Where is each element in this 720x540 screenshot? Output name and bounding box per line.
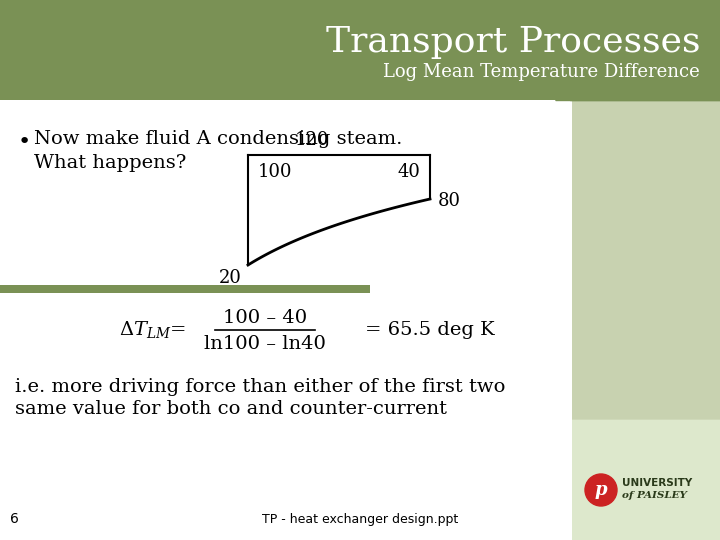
Text: •: •	[18, 132, 31, 152]
Text: Log Mean Temperature Difference: Log Mean Temperature Difference	[383, 63, 700, 81]
Text: Now make fluid A condensing steam.: Now make fluid A condensing steam.	[34, 130, 402, 148]
FancyBboxPatch shape	[0, 100, 572, 540]
Text: of PAISLEY: of PAISLEY	[622, 491, 687, 501]
FancyBboxPatch shape	[0, 285, 370, 293]
Circle shape	[585, 474, 617, 506]
Text: 20: 20	[219, 269, 242, 287]
Text: TP - heat exchanger design.ppt: TP - heat exchanger design.ppt	[262, 513, 458, 526]
Text: 40: 40	[397, 163, 420, 181]
Text: p: p	[595, 481, 607, 499]
Text: 80: 80	[438, 192, 461, 210]
FancyBboxPatch shape	[0, 0, 720, 100]
Text: What happens?: What happens?	[34, 154, 186, 172]
Text: i.e. more driving force than either of the first two: i.e. more driving force than either of t…	[15, 378, 505, 396]
Text: =: =	[170, 321, 186, 339]
Text: UNIVERSITY: UNIVERSITY	[622, 478, 692, 488]
Text: ln100 – ln40: ln100 – ln40	[204, 335, 326, 353]
Text: 100 – 40: 100 – 40	[223, 309, 307, 327]
Text: = 65.5 deg K: = 65.5 deg K	[365, 321, 495, 339]
Text: 120: 120	[294, 131, 329, 149]
Text: 100: 100	[258, 163, 292, 181]
Text: $\Delta T_{LM}$: $\Delta T_{LM}$	[119, 320, 171, 341]
Text: Transport Processes: Transport Processes	[325, 25, 700, 59]
Text: 6: 6	[10, 512, 19, 526]
Text: same value for both co and counter-current: same value for both co and counter-curre…	[15, 400, 447, 418]
